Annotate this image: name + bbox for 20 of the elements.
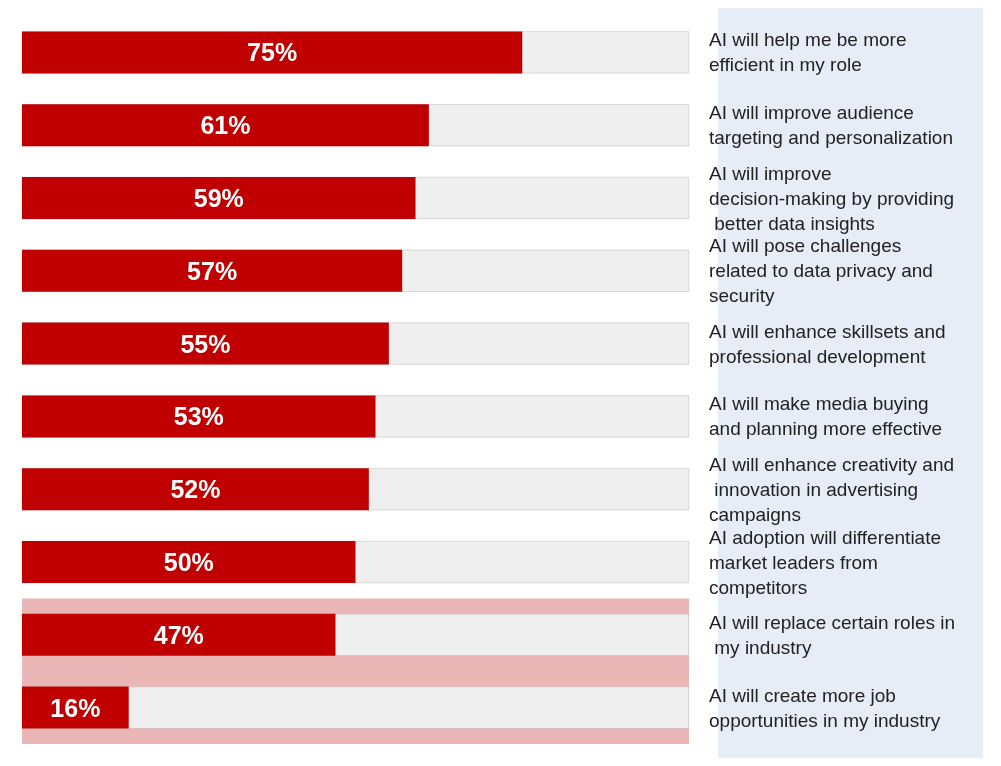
y-tick-label: AI will replace certain roles in my industry [709, 611, 956, 658]
y-tick-label: AI will enhance skillsets and professional development [709, 320, 951, 367]
data-label: 50% [163, 548, 214, 576]
y-tick-label: AI will improve audience targeting and personalization [709, 102, 954, 149]
y-tick-label: AI adoption will differentiate market leaders from competitors [709, 526, 947, 598]
data-label: 16% [50, 693, 101, 722]
y-tick-label: AI will enhance creativity and innovation in advertising campaigns [709, 453, 955, 525]
data-label: 47% [153, 620, 204, 649]
y-tick-label: AI will create more job opportunities in my industry [709, 684, 941, 731]
data-label: 59% [193, 184, 244, 212]
data-label: 52% [170, 475, 221, 504]
data-label: 57% [187, 256, 238, 285]
data-label: 61% [200, 111, 251, 140]
y-tick-label: AI will pose challenges related to data privacy and security [709, 235, 939, 307]
data-label: 75% [247, 38, 298, 67]
y-tick-label: AI will improve decision-making by providing better data insights [709, 162, 955, 234]
data-label: 55% [180, 329, 231, 358]
y-tick-label: AI will help me be more efficient in my role [709, 29, 912, 76]
y-tick-label: AI will make media buying and planning more effective [709, 393, 943, 440]
data-label: 53% [173, 402, 224, 431]
